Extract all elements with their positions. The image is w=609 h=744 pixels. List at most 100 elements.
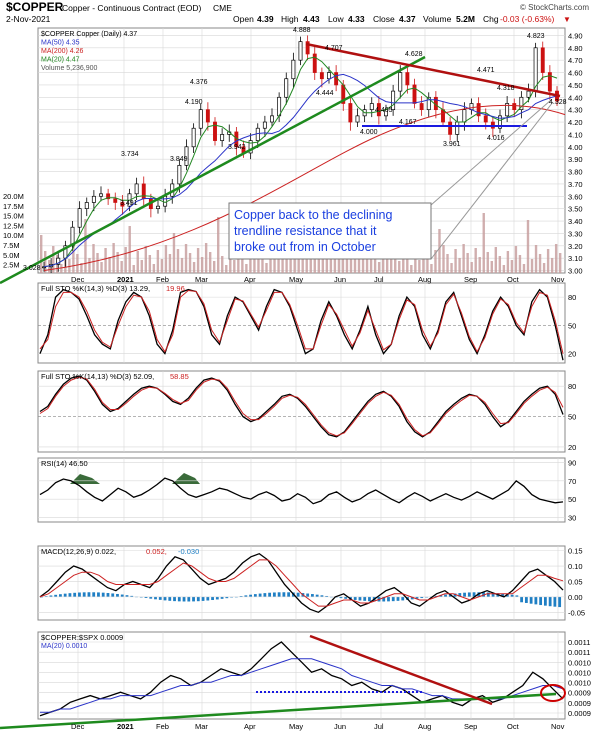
volume-bar [478,257,481,273]
chart-date: 2-Nov-2021 [6,14,51,24]
volume-bar [333,247,337,273]
candle-body [191,127,196,148]
volume-bar [494,247,498,273]
candle-body [312,53,317,73]
macd-histogram-bar [467,592,471,597]
volume-bar [293,249,296,273]
main-legend-entry: Volume 5,236,900 [41,65,98,72]
macd-histogram-bar [353,596,357,600]
candle-body [305,41,310,55]
volume-bar [212,261,216,273]
volume-bar [546,249,550,273]
volume-bar [52,246,55,273]
high-value: 4.43 [303,14,320,24]
macd-histogram-bar [382,596,386,602]
candle-body [476,103,481,117]
candle-body [391,90,396,111]
macd-histogram-bar [444,594,447,597]
volume-bar [40,235,43,273]
indicator-tick-label: 0.0010 [568,679,591,688]
ratio-month-label: Aug [418,722,431,731]
chg-value: -0.03 (-0.63%) [500,14,554,24]
main-legend-entry: MA(200) 4.26 [41,48,84,55]
sto2-title: Full STO %K(14,13) %D(3) 52.09, [41,372,154,381]
low-label: Low [328,14,344,24]
candle-body [369,103,374,111]
price-month-label: Sep [464,275,477,284]
macd-histogram-bar [486,592,490,597]
price-callout: 3.028 [23,265,41,272]
candle-body [77,208,82,228]
volume-bar [172,233,176,273]
price-callout: 4.376 [190,79,208,86]
rising-trendline [0,55,426,285]
macd-histogram-bar [543,596,547,606]
chart-brand: © StockCharts.com [520,3,589,12]
indicator-tick-label: 50 [568,321,576,330]
candle-body [462,109,467,123]
volume-bar [458,258,461,273]
price-callout: 4.444 [316,90,334,97]
ratio-month-label: Nov [551,722,565,731]
main-legend-entry: MA(20) 4.47 [41,57,80,64]
ratio-month-label: 2021 [117,722,134,731]
panel-frame-3 [37,457,566,523]
macd-histogram-bar [391,596,395,602]
price-tick-label: 4.70 [568,56,583,65]
volume-bar [373,253,377,273]
volume-bar [140,260,143,273]
volume-bar [104,248,107,273]
volume-bar [345,251,349,273]
candle-body [56,257,61,265]
volume-bar [84,219,87,273]
price-tick-label: 4.60 [568,69,583,78]
macd-histogram-bar [520,596,524,603]
price-month-label: Jul [374,275,384,284]
macd-histogram-bar [501,593,504,597]
volume-bar [474,248,477,273]
macd-histogram-bar [325,595,329,597]
volume-bar [164,245,168,273]
indicator-tick-label: 30 [568,513,576,522]
volume-bar [317,257,320,273]
volume-value: 5.2M [456,14,475,24]
volume-bar [221,256,224,273]
volume-bar [410,265,413,273]
macd-histogram-bar [158,596,162,600]
macd-histogram-bar [196,596,200,602]
macd-histogram-bar [320,595,324,597]
candle-body [262,121,267,129]
volume-bar [229,251,232,273]
candle-body [184,146,189,166]
volume-bar [188,253,192,273]
macd-histogram-bar [168,596,172,601]
volume-bar [200,257,204,273]
annotation-pointer-2 [430,101,554,260]
candle-body [512,103,517,111]
macd-histogram-bar [59,594,62,597]
ma50-line [43,73,558,268]
macd-histogram-bar [415,596,419,599]
volume-bar [128,226,131,273]
price-tick-label: 3.50 [568,205,583,214]
price-callout: 3.942 [228,144,246,151]
volume-bar [381,248,385,273]
ratio-month-label: May [289,722,303,731]
candle-body [99,193,103,197]
indicator-series-rsi [39,477,564,505]
volume-bar [112,243,115,273]
chart-description: Copper - Continuous Contract (EOD) [62,3,202,13]
candle-body [519,96,524,111]
ratio-month-label: Oct [507,722,520,731]
volume-bar [482,213,485,273]
volume-bar [442,245,445,273]
volume-bar [249,250,252,273]
candle-body [319,72,324,80]
candle-body [505,103,510,117]
close-label: Close [373,14,395,24]
sto2-d-value: 58.85 [170,372,189,381]
indicator-tick-label: 0.10 [568,562,583,571]
macd-histogram-bar [144,596,148,598]
close-value: 4.37 [399,14,416,24]
